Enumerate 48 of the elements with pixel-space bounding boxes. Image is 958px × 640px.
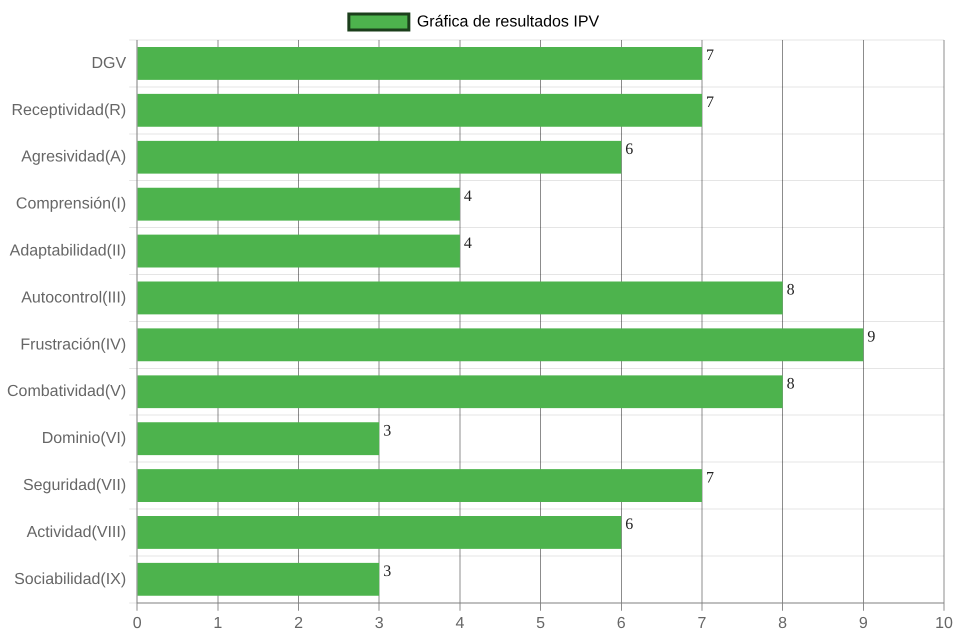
y-tick-label: Seguridad(VII) [22, 476, 126, 494]
data-label: 7 [706, 469, 714, 486]
bar [138, 469, 702, 502]
bar [138, 516, 622, 549]
data-label: 4 [464, 188, 472, 205]
x-tick-label: 1 [213, 614, 222, 632]
x-tick-label: 2 [294, 614, 304, 632]
y-tick-label: Agresividad(A) [21, 148, 126, 166]
x-tick-label: 5 [536, 614, 546, 632]
bar [138, 234, 460, 268]
bar [138, 188, 460, 221]
x-tick-label: 0 [132, 614, 142, 632]
bar [138, 47, 702, 80]
bar [138, 140, 622, 174]
data-label: 3 [383, 422, 392, 440]
data-label: 6 [625, 516, 634, 534]
data-label: 7 [706, 47, 714, 64]
bar [138, 562, 380, 596]
data-label: 4 [464, 234, 472, 252]
bar [138, 422, 380, 456]
data-label: 9 [867, 328, 876, 346]
data-label: 7 [706, 94, 714, 112]
y-tick-label: Dominio(VI) [42, 430, 126, 448]
data-label: 8 [786, 376, 795, 393]
bar [138, 328, 864, 362]
legend-label: Gráfica de resultados IPV [416, 13, 600, 30]
x-tick-label: 3 [374, 614, 384, 632]
x-tick-label: 4 [455, 614, 464, 632]
y-tick-label: Frustración(IV) [20, 336, 126, 354]
bar [138, 282, 783, 314]
data-label: 8 [786, 282, 795, 299]
x-tick-label: 10 [935, 614, 953, 632]
x-tick-label: 9 [858, 614, 868, 632]
y-tick-label: Autocontrol(III) [21, 289, 126, 306]
y-tick-label: Receptividad(R) [11, 102, 126, 119]
x-tick-label: 6 [616, 614, 626, 632]
y-tick-label: Adaptabilidad(II) [10, 242, 126, 260]
x-tick-label: 8 [778, 614, 788, 632]
y-tick-label: Actividad(VIII) [26, 524, 126, 541]
data-label: 3 [383, 563, 392, 580]
data-label: 6 [625, 141, 634, 158]
y-tick-label: DGV [91, 54, 126, 72]
bar [138, 94, 702, 127]
x-tick-label: 7 [697, 614, 706, 632]
y-tick-label: Combatividad(V) [7, 383, 126, 400]
bar [138, 375, 783, 408]
y-tick-label: Comprensión(I) [16, 196, 126, 213]
y-tick-label: Sociabilidad(IX) [14, 570, 126, 588]
